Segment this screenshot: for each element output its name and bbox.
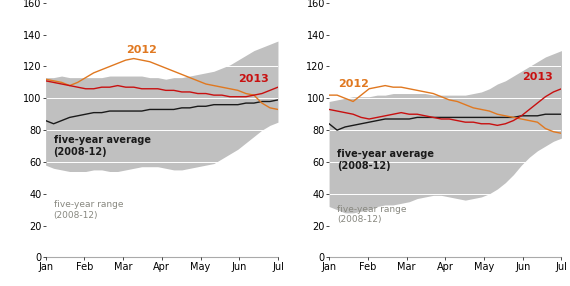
Text: five-year average
(2008-12): five-year average (2008-12): [337, 149, 434, 171]
Text: five-year range
(2008-12): five-year range (2008-12): [54, 200, 123, 220]
Text: 2012: 2012: [127, 45, 157, 55]
Text: five-year average
(2008-12): five-year average (2008-12): [54, 135, 150, 156]
Text: 2013: 2013: [239, 74, 269, 84]
Text: 2012: 2012: [337, 79, 369, 89]
Text: 2013: 2013: [522, 72, 553, 82]
Text: five-year range
(2008-12): five-year range (2008-12): [337, 205, 406, 224]
